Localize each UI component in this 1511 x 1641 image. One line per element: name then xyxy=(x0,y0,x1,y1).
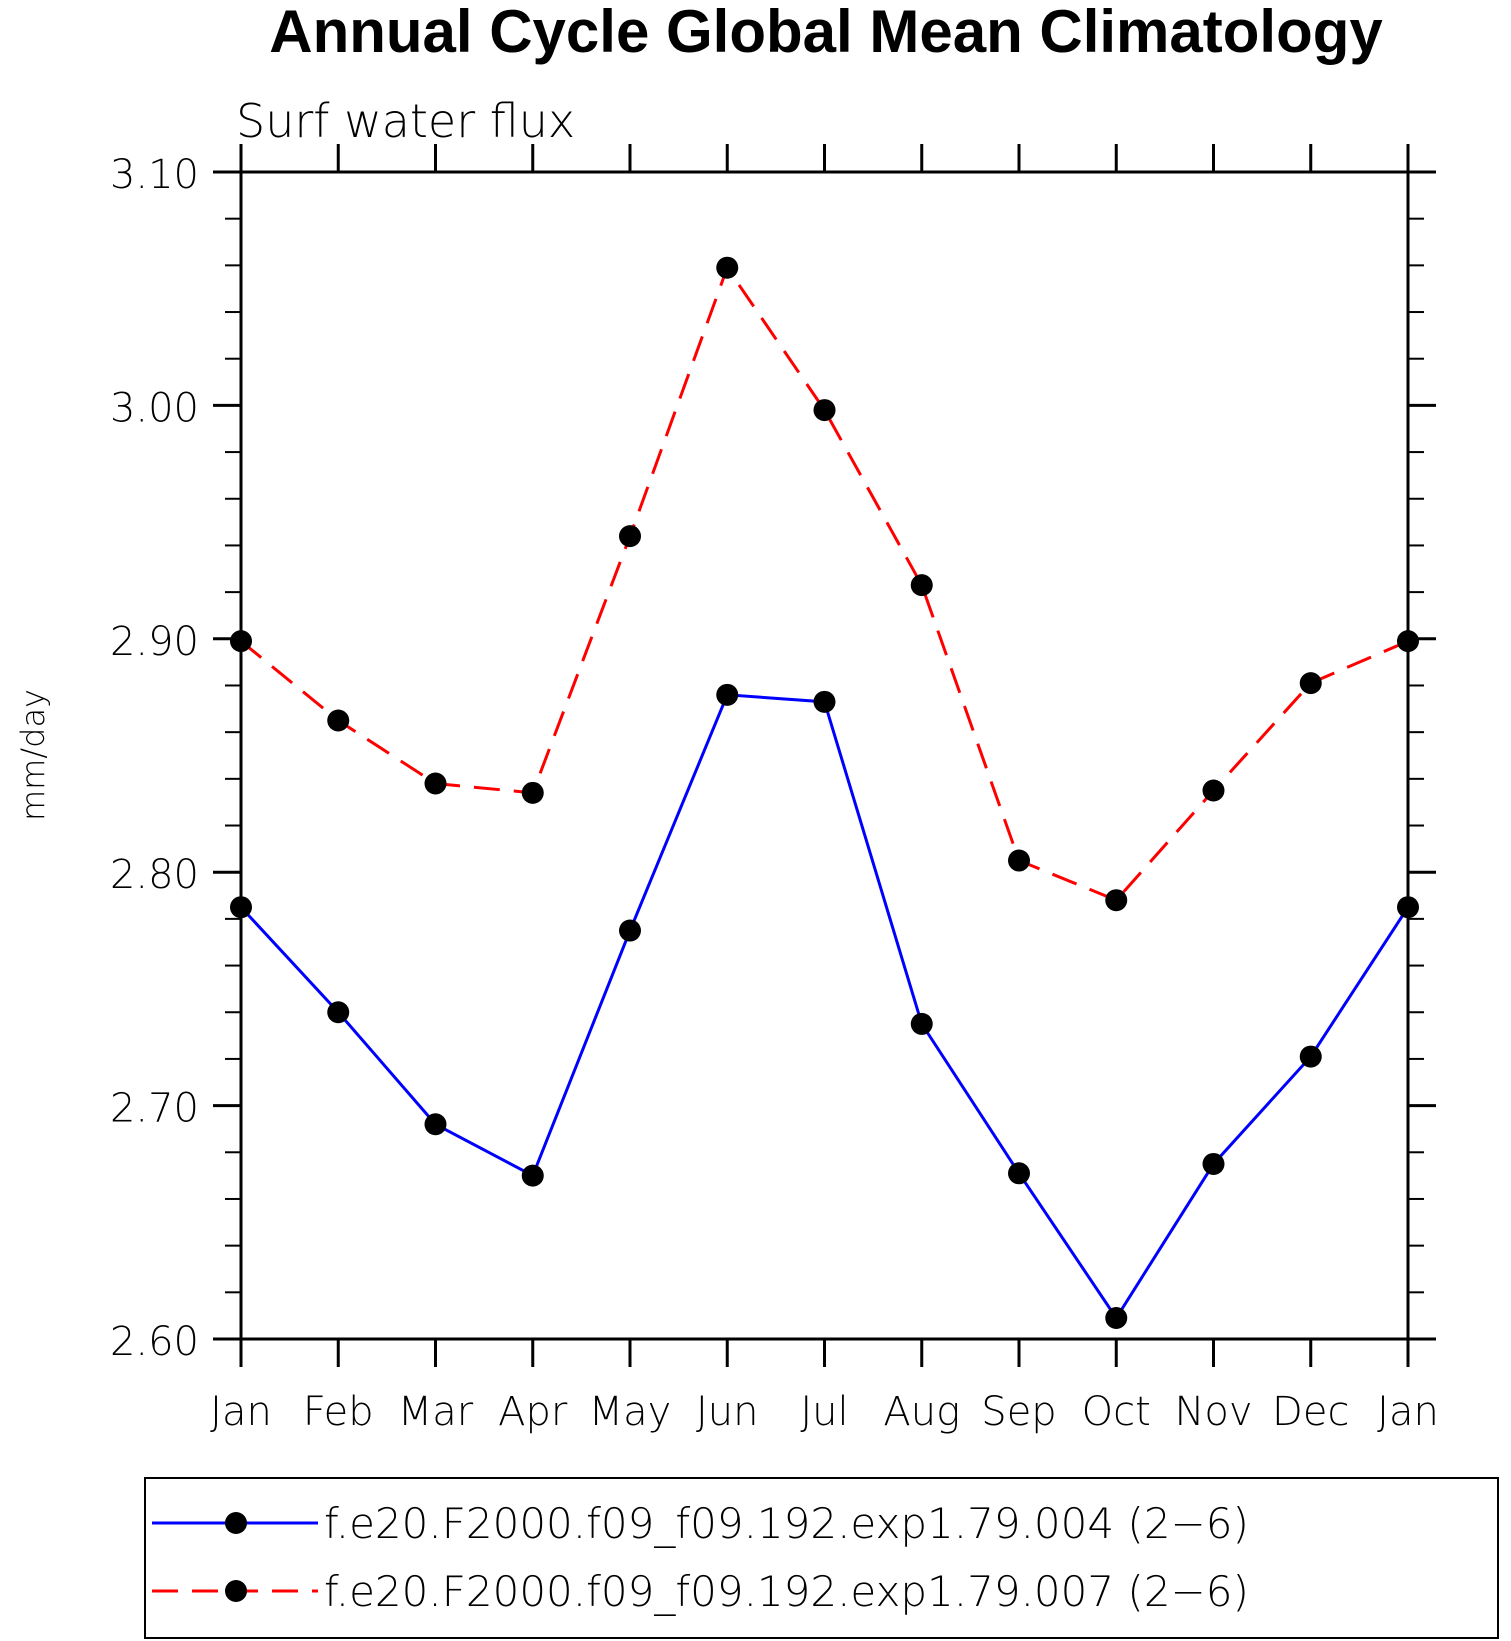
x-tick-label: Aug xyxy=(883,1389,960,1435)
x-tick-label: Feb xyxy=(303,1389,374,1435)
legend-box xyxy=(144,1477,1499,1639)
x-tick-label: Jul xyxy=(800,1389,848,1435)
y-axis-label: mm/day xyxy=(14,689,52,821)
chart-title: Annual Cycle Global Mean Climatology xyxy=(269,0,1383,65)
data-point xyxy=(424,772,447,795)
data-point xyxy=(619,919,641,942)
x-tick-label: May xyxy=(589,1389,672,1435)
data-point xyxy=(1008,1162,1030,1185)
legend-label: f.e20.F2000.f09_f09.192.exp1.79.004 (2−6… xyxy=(324,1499,1249,1548)
series-2 xyxy=(230,256,1419,912)
data-point xyxy=(1105,889,1128,912)
series-1 xyxy=(230,683,1419,1329)
x-tick-label: Jan xyxy=(210,1389,272,1435)
axis-ticks: Jan Feb Mar Apr May Jun Jul Aug Sep Oct Nov Dec Jan2… xyxy=(110,144,1439,1435)
x-tick-label: Oct xyxy=(1082,1389,1151,1435)
y-tick-label: 3.10 xyxy=(110,152,199,198)
x-tick-label: Nov xyxy=(1174,1389,1252,1435)
x-tick-label: Sep xyxy=(981,1389,1056,1435)
legend-marker xyxy=(225,1512,247,1534)
plot-series xyxy=(230,256,1419,1329)
x-tick-label: Jun xyxy=(696,1389,759,1435)
data-point xyxy=(1299,672,1322,695)
chart-subtitle: Surf water flux xyxy=(236,94,575,148)
data-point xyxy=(327,709,350,732)
data-point xyxy=(1202,1152,1225,1175)
data-point xyxy=(1105,1306,1128,1329)
legend: f.e20.F2000.f09_f09.192.exp1.79.004 (2−6… xyxy=(144,1477,1499,1639)
data-point xyxy=(1008,849,1030,872)
data-point xyxy=(619,525,641,548)
x-tick-label: Dec xyxy=(1272,1389,1349,1435)
legend-marker xyxy=(225,1580,247,1602)
data-point xyxy=(910,574,933,597)
data-point xyxy=(327,1001,350,1024)
data-point xyxy=(813,690,836,713)
x-tick-label: Jan xyxy=(1377,1389,1439,1435)
series-line xyxy=(240,264,1409,902)
legend-label: f.e20.F2000.f09_f09.192.exp1.79.007 (2−6… xyxy=(324,1567,1249,1616)
data-point xyxy=(521,1164,544,1187)
data-point xyxy=(521,781,544,804)
y-tick-label: 2.60 xyxy=(110,1319,199,1365)
y-tick-label: 2.70 xyxy=(110,1086,199,1132)
plot-frame xyxy=(239,170,1410,1341)
data-point xyxy=(424,1113,447,1136)
x-tick-label: Apr xyxy=(498,1389,568,1435)
data-point xyxy=(813,399,836,422)
y-tick-label: 2.90 xyxy=(110,619,199,665)
data-point xyxy=(716,683,739,706)
series-line xyxy=(239,693,1410,1321)
data-point xyxy=(716,256,739,279)
data-point xyxy=(1202,779,1225,802)
data-point xyxy=(910,1012,933,1035)
y-tick-label: 3.00 xyxy=(110,385,199,431)
y-tick-label: 2.80 xyxy=(110,852,199,898)
data-point xyxy=(1299,1045,1322,1068)
x-tick-label: Mar xyxy=(398,1389,474,1435)
